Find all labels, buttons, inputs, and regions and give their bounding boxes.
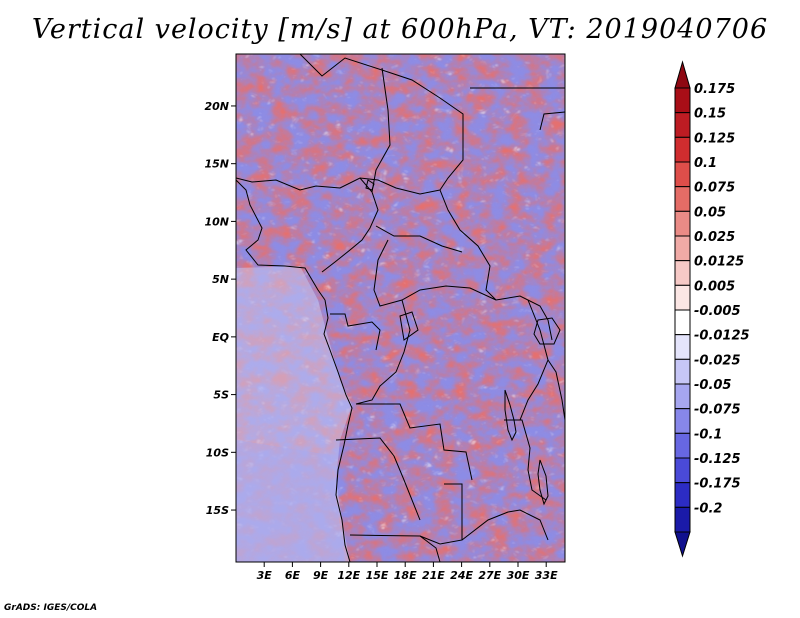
- colorbar-label: -0.005: [694, 304, 741, 319]
- colorbar-label: 0.05: [694, 205, 726, 220]
- lon-tick-label: 3E: [257, 569, 273, 582]
- lon-tick-label: 15E: [366, 569, 389, 582]
- lat-tick-label: 15S: [206, 504, 229, 517]
- colorbar-swatch: [674, 432, 691, 459]
- colorbar-label: 0.125: [694, 131, 735, 146]
- lat-tick-label: 20N: [204, 100, 229, 113]
- colorbar: 0.175 0.15 0.125 0.1 0.075 0.05 0.025 0.0125 0.0…: [674, 60, 750, 558]
- colorbar-label: -0.125: [694, 452, 741, 467]
- colorbar-top-arrow: [674, 60, 691, 89]
- colorbar-bottom-arrow: [674, 531, 691, 558]
- lat-tick-label: 10N: [204, 215, 229, 228]
- colorbar-swatch: [674, 358, 691, 385]
- colorbar-label: -0.025: [694, 353, 741, 368]
- congo-river: [399, 311, 419, 341]
- grads-credit: GrADS: IGES/COLA: [4, 603, 98, 613]
- coastline-central-africa: [323, 299, 353, 562]
- colorbar-label: -0.0125: [694, 329, 750, 344]
- lon-tick-label: 6E: [285, 569, 301, 582]
- lake-malawi: [537, 459, 549, 506]
- lat-tick-label: 15N: [204, 158, 229, 171]
- colorbar-swatch: [674, 334, 691, 360]
- colorbar-label: 0.175: [694, 82, 735, 97]
- colorbar-swatch: [674, 161, 691, 188]
- colorbar-swatch: [674, 383, 691, 410]
- colorbar-label: -0.05: [694, 378, 731, 393]
- map-axes: 20N 15N 10N 5N EQ 5S 10S 15S 3E 6E 9E 12E 15E 18E 21E 2…: [204, 100, 558, 582]
- colorbar-swatch: [674, 235, 691, 262]
- lake-victoria: [533, 317, 561, 345]
- lat-tick-label: 5N: [212, 273, 229, 286]
- lon-tick-label: 21E: [422, 569, 445, 582]
- colorbar-label: 0.0125: [694, 255, 744, 270]
- colorbar-label: 0.1: [694, 156, 717, 171]
- colorbar-swatch: [674, 136, 691, 163]
- lon-tick-label: 12E: [337, 569, 360, 582]
- colorbar-swatch: [674, 186, 691, 212]
- colorbar-swatch: [674, 87, 691, 114]
- colorbar-swatch: [674, 284, 691, 311]
- map-frame: [235, 53, 566, 563]
- lat-tick-label: EQ: [212, 331, 229, 344]
- colorbar-swatch: [674, 309, 691, 336]
- colorbar-label: 0.075: [694, 181, 735, 196]
- colorbar-swatch: [674, 210, 691, 237]
- chart-title: Vertical velocity [m/s] at 600hPa, VT: 2…: [31, 14, 769, 45]
- lon-tick-label: 18E: [394, 569, 417, 582]
- colorbar-label: 0.15: [694, 107, 726, 122]
- lon-tick-label: 30E: [507, 569, 530, 582]
- lat-tick-label: 5S: [213, 389, 229, 402]
- colorbar-swatch: [674, 112, 691, 138]
- lake-chad: [365, 179, 375, 191]
- country-borders: [236, 54, 565, 562]
- vertical-velocity-field: [236, 54, 565, 562]
- colorbar-label: -0.175: [694, 477, 741, 492]
- lon-tick-label: 24E: [450, 569, 473, 582]
- lon-tick-label: 27E: [478, 569, 501, 582]
- lat-tick-label: 10S: [206, 446, 229, 459]
- lon-tick-label: 9E: [313, 569, 329, 582]
- colorbar-swatch: [674, 506, 691, 533]
- colorbar-label: -0.1: [694, 427, 722, 442]
- colorbar-swatch: [674, 408, 691, 434]
- colorbar-swatch: [674, 457, 691, 484]
- coastline-west-africa: [236, 179, 326, 301]
- colorbar-label: 0.025: [694, 230, 735, 245]
- lon-tick-label: 33E: [535, 569, 558, 582]
- colorbar-label: -0.2: [694, 501, 722, 516]
- colorbar-swatch: [674, 482, 691, 508]
- colorbar-label: -0.075: [694, 403, 741, 418]
- ocean-region: [236, 266, 352, 562]
- colorbar-swatch: [674, 260, 691, 286]
- lake-tanganyika: [504, 389, 517, 442]
- colorbar-label: 0.005: [694, 279, 735, 294]
